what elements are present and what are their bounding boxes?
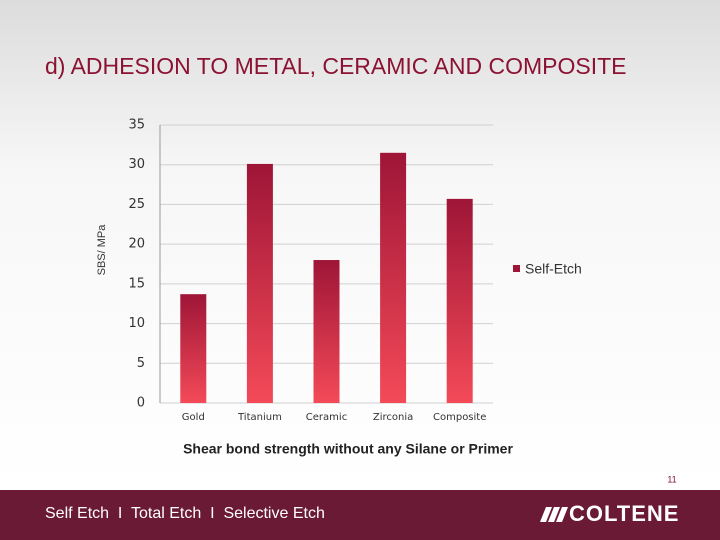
bar <box>380 152 407 403</box>
y-tick-label: 30 <box>128 157 145 172</box>
page-number: 11 <box>667 474 676 484</box>
y-tick-label: 35 <box>128 118 145 133</box>
y-tick-label: 15 <box>128 276 145 291</box>
bar <box>246 163 273 403</box>
x-tick-label: Zirconia <box>373 412 413 423</box>
y-tick-label: 25 <box>128 197 145 212</box>
background <box>0 0 720 490</box>
chart-caption: Shear bond strength without any Silane o… <box>183 441 513 457</box>
x-tick-label: Titanium <box>237 412 282 423</box>
logo-icon <box>540 507 568 522</box>
bar <box>180 294 207 403</box>
x-tick-label: Composite <box>433 412 486 423</box>
legend-swatch <box>513 265 520 272</box>
y-tick-label: 10 <box>128 316 145 331</box>
y-tick-label: 20 <box>128 237 145 252</box>
y-tick-label: 5 <box>137 356 145 371</box>
x-tick-label: Ceramic <box>306 412 347 423</box>
x-tick-label: Gold <box>182 412 205 423</box>
bar <box>446 198 473 403</box>
y-tick-label: 0 <box>137 396 145 411</box>
bar <box>313 260 340 403</box>
logo: COLTENE <box>569 501 679 526</box>
y-axis-label: SBS/ MPa <box>96 224 108 276</box>
legend-label: Self-Etch <box>525 261 582 277</box>
slide-title: d) ADHESION TO METAL, CERAMIC AND COMPOS… <box>45 53 627 79</box>
footer-text: Self Etch I Total Etch I Selective Etch <box>45 505 325 522</box>
footer-bar <box>0 490 720 540</box>
